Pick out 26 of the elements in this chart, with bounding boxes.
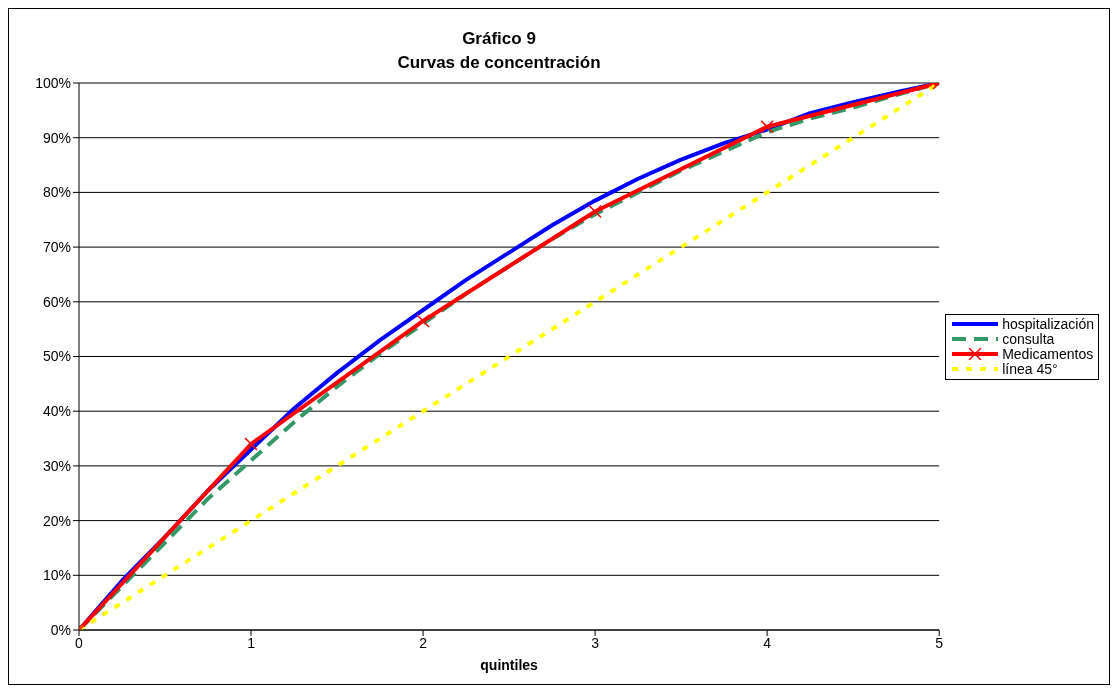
x-tick-label: 5 — [935, 634, 944, 651]
x-axis-title: quintiles — [480, 657, 539, 673]
y-tick-label: 100% — [35, 74, 71, 91]
x-tick-label: 0 — [75, 634, 84, 651]
y-tick-label: 90% — [42, 129, 71, 146]
legend-label: Medicamentos — [1002, 345, 1094, 362]
x-tick-label: 4 — [763, 634, 772, 651]
y-tick-label: 70% — [42, 239, 71, 256]
chart-title: Gráfico 9 — [461, 28, 537, 50]
y-tick-label: 30% — [42, 457, 71, 474]
y-tick-label: 20% — [42, 512, 71, 529]
y-tick-label: 80% — [42, 184, 71, 201]
x-tick-label: 2 — [419, 634, 428, 651]
legend-label: línea 45° — [1002, 360, 1058, 377]
x-tick-label: 1 — [247, 634, 256, 651]
y-tick-label: 50% — [42, 348, 71, 365]
y-tick-label: 60% — [42, 293, 71, 310]
point — [588, 204, 602, 219]
chart-subtitle: Curvas de concentración — [396, 52, 602, 74]
point — [760, 120, 774, 134]
y-tick-label: 10% — [42, 567, 71, 584]
x-tick-label: 3 — [591, 634, 600, 651]
legend-label: hospitalización — [1002, 315, 1094, 332]
point — [416, 314, 430, 328]
y-tick-label: 40% — [42, 403, 71, 420]
y-tick-label: 0% — [50, 621, 71, 638]
